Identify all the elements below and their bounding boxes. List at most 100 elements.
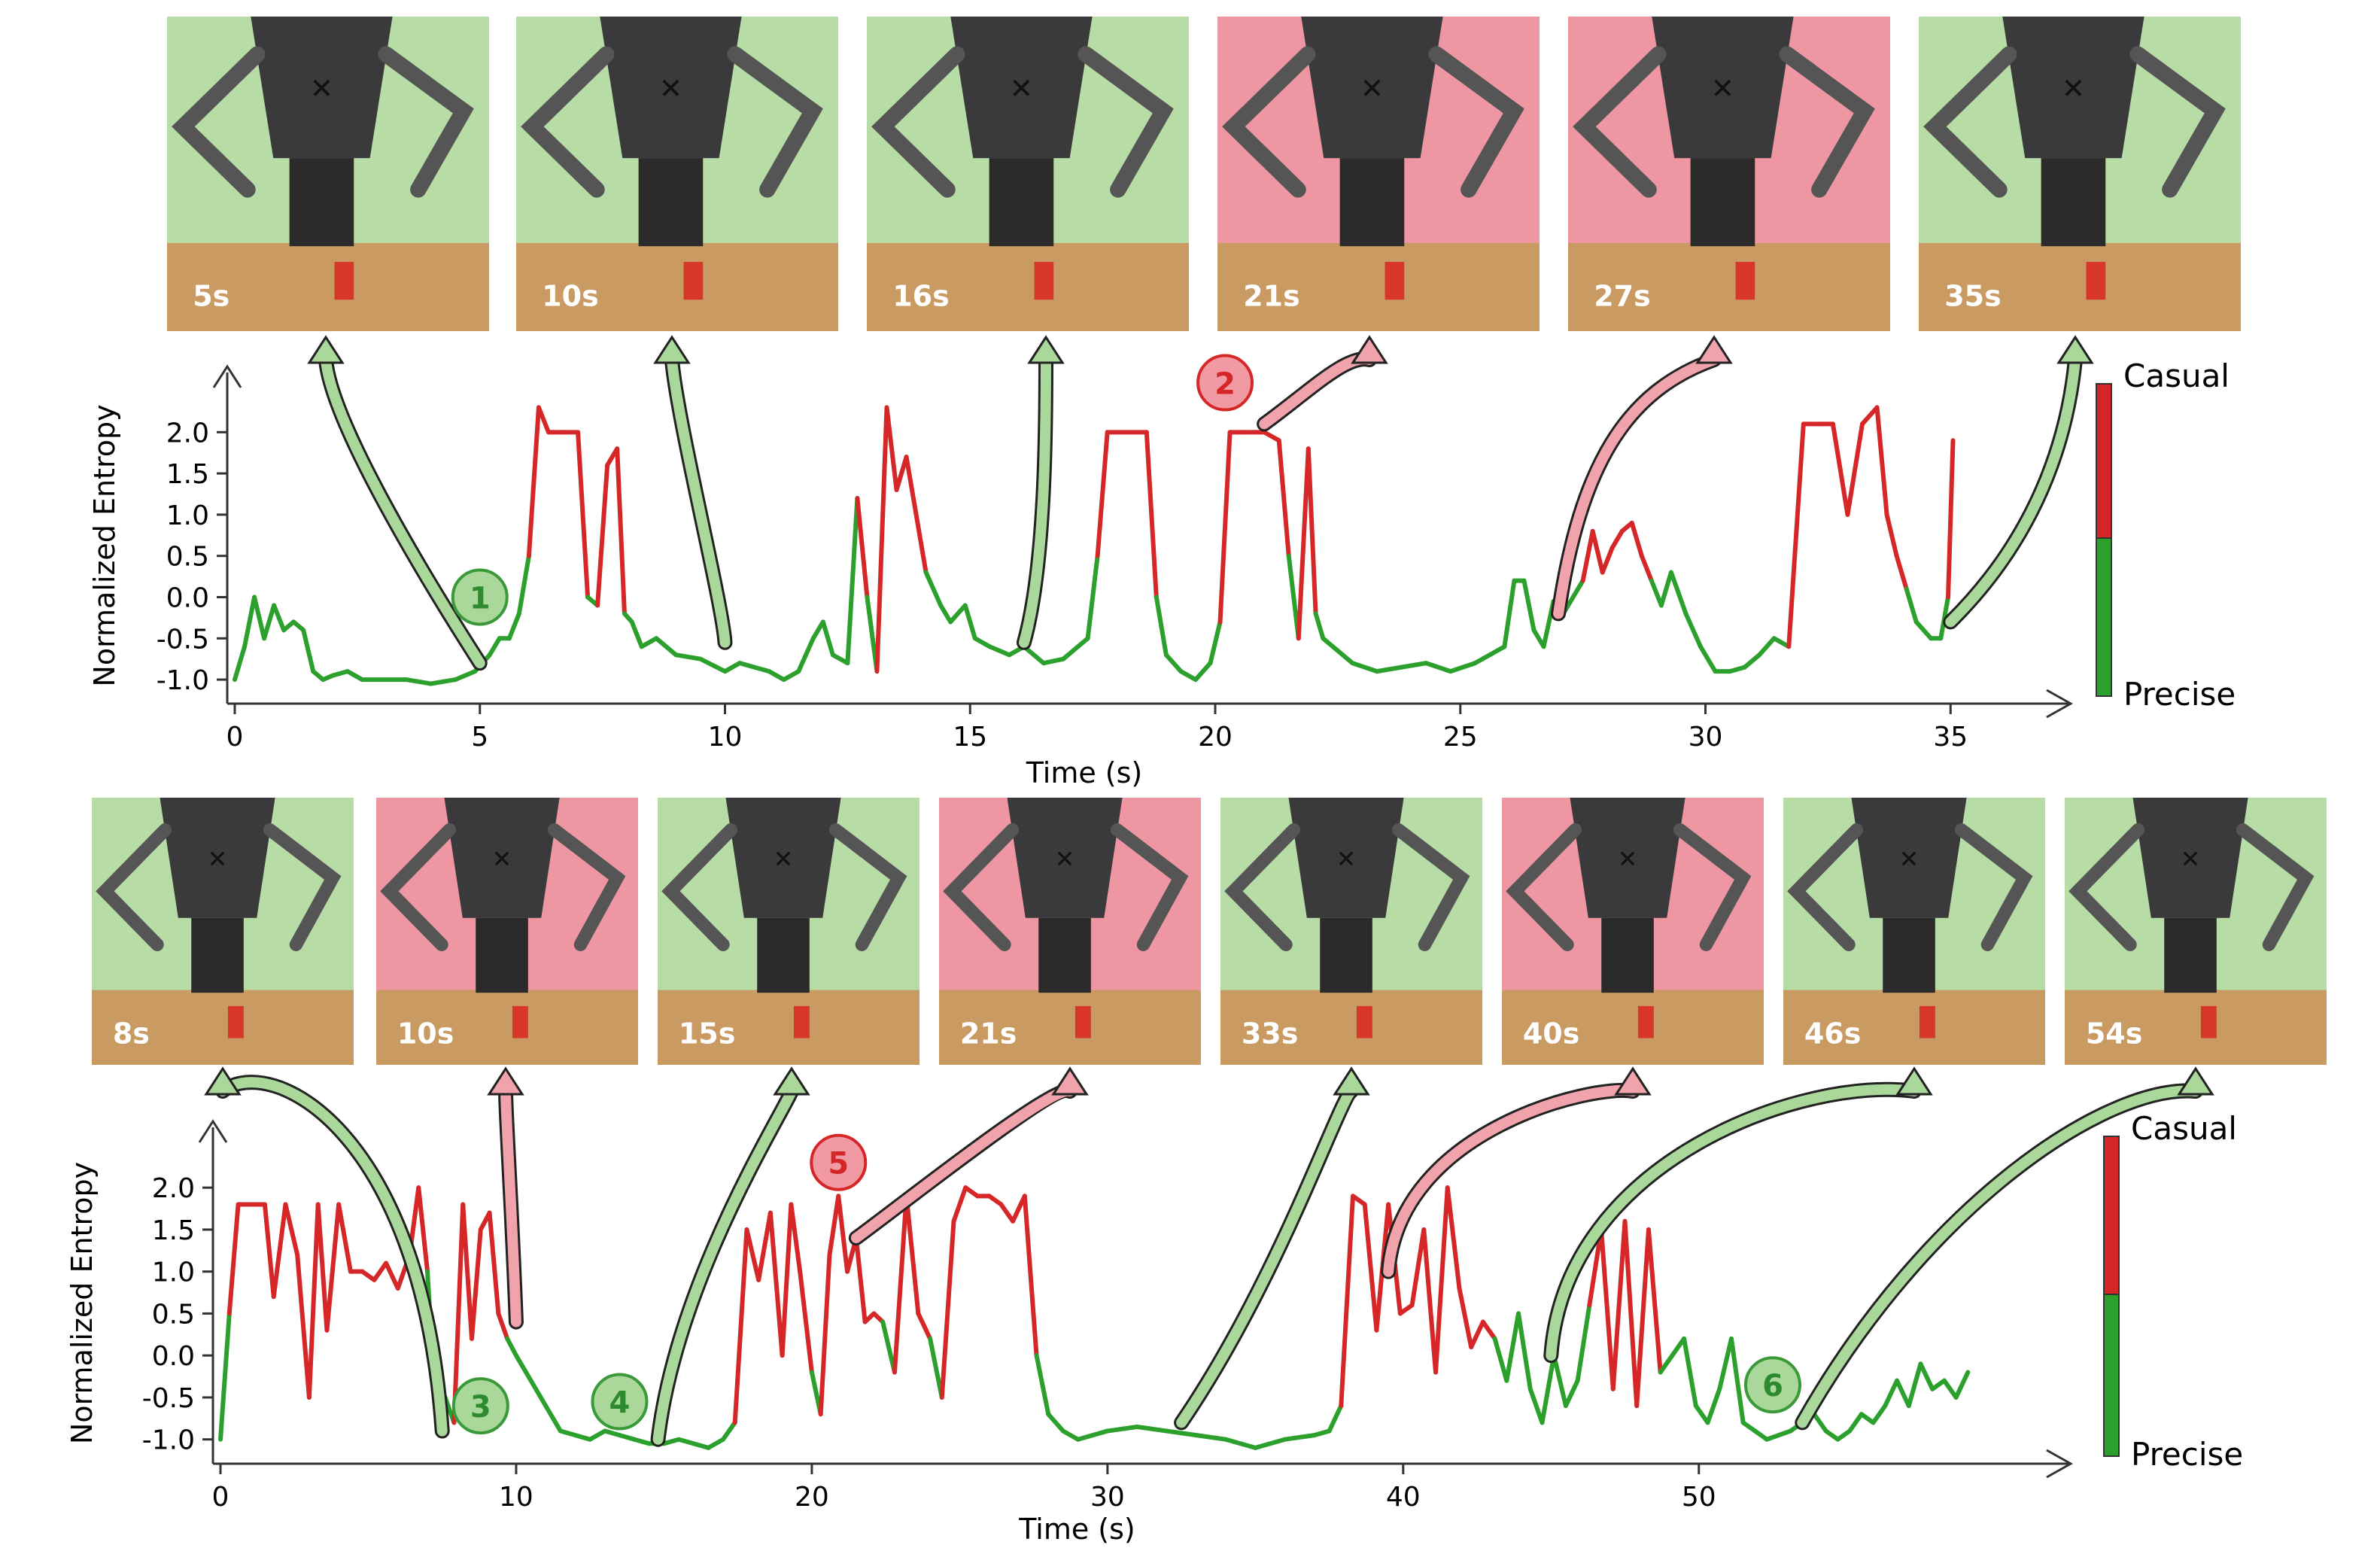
object-item <box>2086 262 2106 300</box>
colorbar-top-label: Casual <box>2131 1110 2237 1147</box>
series-segment <box>756 1210 773 1282</box>
pointer-arrow-outline <box>650 1084 799 1447</box>
x-axis-arrowhead <box>2046 689 2074 719</box>
series-segment <box>1193 661 1213 683</box>
snapshot-time-label: 10s <box>542 280 599 313</box>
series-segment <box>1859 1412 1876 1425</box>
snapshot-frame: ✕ 46s <box>1783 798 2045 1065</box>
y-tick-label: 0.5 <box>152 1299 195 1330</box>
series-segment <box>1682 1336 1698 1409</box>
series-segment <box>1740 1420 1758 1434</box>
snapshot-frame: ✕ 40s <box>1502 798 1764 1065</box>
series-segment <box>496 1311 510 1341</box>
series-segment <box>880 1319 897 1375</box>
robot-right-arm <box>828 823 907 951</box>
series-segment <box>428 677 458 686</box>
series-segment <box>536 405 551 435</box>
series-segment <box>892 1194 909 1375</box>
series-segment <box>1527 1386 1545 1425</box>
series-segment <box>617 1433 637 1442</box>
pointer-arrowhead <box>204 1066 242 1096</box>
table-surface <box>867 242 1189 331</box>
series-segment <box>1895 1378 1911 1409</box>
series-segment <box>1540 1353 1557 1425</box>
series-segment <box>242 595 257 649</box>
series-segment <box>722 661 743 674</box>
series-segment <box>1135 1424 1169 1434</box>
robot-logo: ✕ <box>774 844 794 873</box>
snapshot-time-label: 15s <box>679 1017 736 1051</box>
table-surface <box>376 990 638 1065</box>
series-segment <box>1445 1185 1462 1291</box>
series-segment <box>913 512 929 575</box>
robot-logo: ✕ <box>2181 844 2201 873</box>
object-item <box>1385 262 1405 300</box>
series-segment <box>1306 446 1318 616</box>
series-segment <box>1906 1361 1923 1409</box>
table-surface <box>1568 242 1890 331</box>
object-item <box>1637 1005 1654 1039</box>
series-segment <box>1193 1433 1229 1442</box>
series-segment <box>732 1227 749 1425</box>
series-segment <box>576 430 591 600</box>
series-segment <box>874 405 889 674</box>
series-segment <box>1823 1428 1840 1442</box>
snapshot-frame: ✕ 15s <box>658 798 919 1065</box>
robot-base <box>1601 917 1654 993</box>
series-segment <box>820 619 835 658</box>
pointer-arrow-outline <box>1943 352 2083 630</box>
series-segment <box>1253 1437 1287 1450</box>
series-segment <box>1457 1285 1474 1350</box>
pointer-arrow <box>1176 1086 1357 1428</box>
series-segment <box>923 570 944 608</box>
pointer-arrow <box>1945 354 2081 628</box>
y-tick-label: -0.5 <box>157 624 209 655</box>
pointer-arrow <box>1553 354 1719 619</box>
series-segment <box>588 1428 607 1442</box>
robot-torso <box>1570 798 1685 918</box>
pointer-arrowhead <box>1351 335 1388 364</box>
series-segment <box>810 619 825 641</box>
robot-right-arm <box>1078 46 1174 198</box>
robot-logo: ✕ <box>1336 844 1357 873</box>
series-segment <box>1580 528 1595 583</box>
series-segment <box>938 603 953 625</box>
robot-left-arm <box>1787 823 1864 951</box>
series-segment <box>1570 578 1585 600</box>
series-segment <box>1312 1428 1332 1438</box>
series-segment <box>453 669 478 683</box>
object-item <box>334 262 354 300</box>
series-segment <box>986 1194 1004 1207</box>
robot-torso <box>251 17 393 159</box>
series-segment <box>516 553 531 616</box>
series-segment <box>1913 619 1934 641</box>
pointer-arrow <box>1383 1085 1638 1277</box>
colorbar-bottom-label: Precise <box>2123 676 2236 713</box>
robot-logo: ✕ <box>492 844 512 873</box>
robot-right-arm <box>1954 823 2033 951</box>
series-segment <box>1351 1194 1367 1207</box>
x-tick-label: 0 <box>226 722 244 753</box>
series-segment <box>404 677 433 686</box>
series-segment <box>1330 644 1355 666</box>
series-segment <box>654 636 679 658</box>
series-segment <box>1516 1311 1533 1391</box>
step-marker <box>591 1373 649 1431</box>
series-segment <box>639 636 659 649</box>
series-segment <box>528 1378 549 1409</box>
series-segment <box>698 656 728 674</box>
series-segment <box>1757 636 1777 658</box>
step-marker <box>451 568 509 626</box>
series-segment <box>283 1202 300 1257</box>
robot-right-arm <box>547 823 626 951</box>
y-tick-label: -1.0 <box>142 1425 195 1456</box>
series-segment <box>1698 644 1718 674</box>
y-axis-label: Normalized Entropy <box>65 1162 99 1444</box>
snapshot-time-label: 21s <box>1243 280 1300 313</box>
robot-left-arm <box>96 823 172 951</box>
robot-logo: ✕ <box>1618 844 1638 873</box>
series-segment <box>1683 611 1704 649</box>
x-tick-label: 5 <box>471 722 488 753</box>
table-surface <box>1217 242 1540 331</box>
robot-left-arm <box>871 46 965 198</box>
